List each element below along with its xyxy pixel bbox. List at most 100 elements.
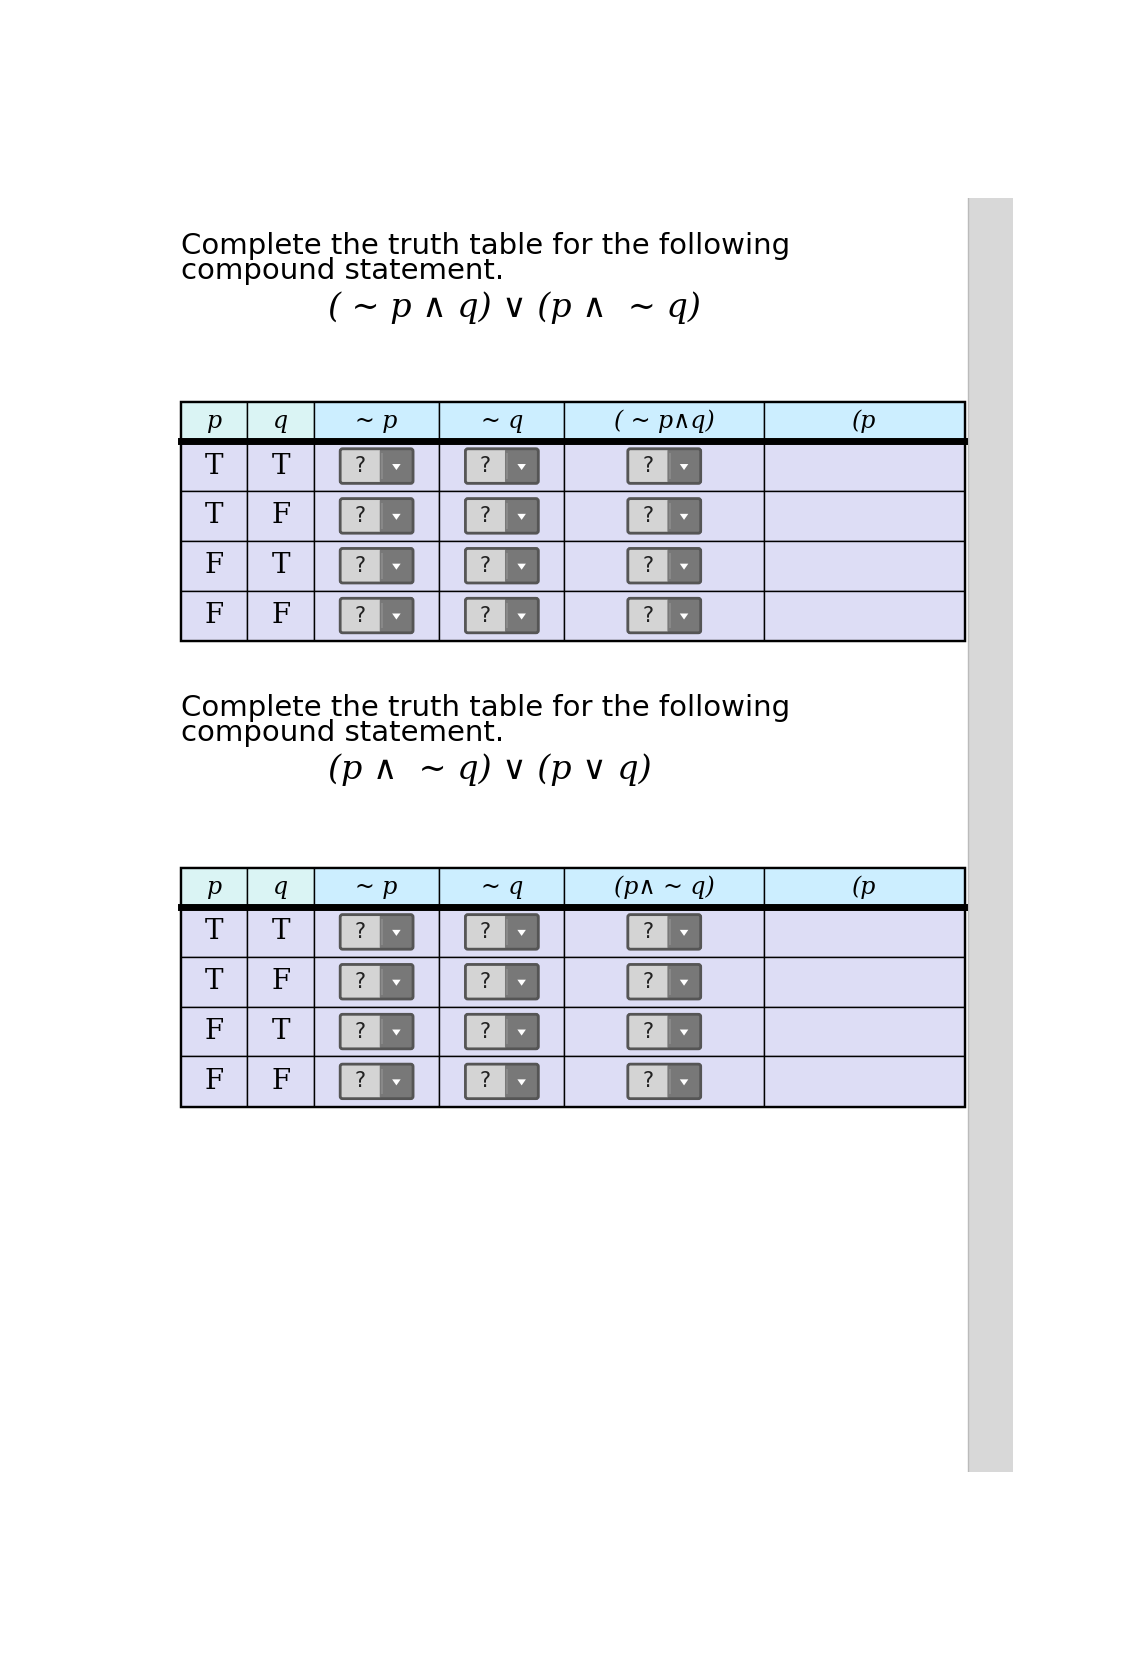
Bar <box>382 969 385 994</box>
Polygon shape <box>518 979 525 986</box>
Bar <box>507 552 510 579</box>
Polygon shape <box>393 564 400 569</box>
Text: T: T <box>205 918 224 946</box>
Bar <box>507 604 510 629</box>
Bar <box>565 541 764 590</box>
FancyBboxPatch shape <box>340 599 413 633</box>
Bar <box>439 442 565 491</box>
FancyBboxPatch shape <box>667 964 701 999</box>
FancyBboxPatch shape <box>380 448 413 483</box>
Text: T: T <box>271 1019 290 1045</box>
Bar <box>181 1057 248 1107</box>
Bar <box>667 453 672 478</box>
Bar <box>181 868 248 906</box>
Polygon shape <box>518 465 525 470</box>
Bar <box>669 969 672 994</box>
Text: T: T <box>205 968 224 996</box>
Bar <box>248 956 314 1007</box>
Polygon shape <box>393 1029 400 1035</box>
Text: F: F <box>205 1068 224 1095</box>
FancyBboxPatch shape <box>505 599 538 633</box>
FancyBboxPatch shape <box>380 599 413 633</box>
Bar <box>314 491 439 541</box>
Bar <box>505 552 510 579</box>
Bar <box>439 590 565 640</box>
Text: ~ q: ~ q <box>480 410 523 433</box>
FancyBboxPatch shape <box>628 915 701 949</box>
FancyBboxPatch shape <box>628 448 701 483</box>
Bar <box>248 541 314 590</box>
Text: p: p <box>207 877 222 898</box>
Bar <box>667 920 672 944</box>
Text: (p∧ ~ q): (p∧ ~ q) <box>614 875 714 900</box>
Text: F: F <box>271 1068 290 1095</box>
FancyBboxPatch shape <box>340 915 385 949</box>
FancyBboxPatch shape <box>340 498 413 533</box>
Polygon shape <box>518 1029 525 1035</box>
FancyBboxPatch shape <box>505 448 538 483</box>
Bar <box>507 503 510 529</box>
Bar <box>181 956 248 1007</box>
Bar <box>248 868 314 906</box>
FancyBboxPatch shape <box>466 498 510 533</box>
FancyBboxPatch shape <box>505 1064 538 1098</box>
FancyBboxPatch shape <box>667 1064 701 1098</box>
Text: q: q <box>273 410 288 433</box>
Polygon shape <box>680 465 688 470</box>
Text: F: F <box>271 602 290 629</box>
FancyBboxPatch shape <box>380 1064 413 1098</box>
Text: ?: ? <box>480 457 492 476</box>
Polygon shape <box>518 1080 525 1085</box>
Bar <box>248 442 314 491</box>
FancyBboxPatch shape <box>466 448 510 483</box>
Text: ?: ? <box>480 921 492 941</box>
Text: ?: ? <box>354 605 366 625</box>
Text: T: T <box>271 552 290 579</box>
Text: ?: ? <box>354 556 366 576</box>
Text: F: F <box>205 552 224 579</box>
FancyBboxPatch shape <box>466 498 538 533</box>
FancyBboxPatch shape <box>628 599 701 633</box>
FancyBboxPatch shape <box>380 1014 413 1049</box>
Bar <box>667 604 672 629</box>
Bar <box>669 552 672 579</box>
Bar <box>507 453 510 478</box>
FancyBboxPatch shape <box>466 964 538 999</box>
Bar <box>667 503 672 529</box>
FancyBboxPatch shape <box>505 1014 538 1049</box>
FancyBboxPatch shape <box>667 498 701 533</box>
FancyBboxPatch shape <box>466 1064 510 1098</box>
Bar <box>439 1007 565 1057</box>
FancyBboxPatch shape <box>340 964 413 999</box>
Text: ( ~ p∧q): ( ~ p∧q) <box>614 410 714 433</box>
Bar <box>181 402 964 640</box>
Bar <box>764 1057 964 1107</box>
Bar <box>181 590 248 640</box>
Bar <box>565 491 764 541</box>
Bar <box>764 868 964 906</box>
Bar <box>380 604 385 629</box>
FancyBboxPatch shape <box>466 1064 538 1098</box>
Bar <box>181 1007 248 1057</box>
Text: q: q <box>273 877 288 898</box>
FancyBboxPatch shape <box>380 964 413 999</box>
FancyBboxPatch shape <box>667 1014 701 1049</box>
Polygon shape <box>518 614 525 620</box>
Bar <box>439 491 565 541</box>
Bar <box>439 906 565 956</box>
Text: ?: ? <box>480 973 492 992</box>
Text: F: F <box>271 968 290 996</box>
Bar <box>380 1019 385 1044</box>
Bar <box>248 906 314 956</box>
FancyBboxPatch shape <box>466 599 510 633</box>
Text: (p ∧  ∼ q) ∨ (p ∨ q): (p ∧ ∼ q) ∨ (p ∨ q) <box>328 753 651 786</box>
Text: Complete the truth table for the following: Complete the truth table for the followi… <box>181 232 790 260</box>
Polygon shape <box>393 614 400 620</box>
Bar <box>505 1019 510 1044</box>
Text: ?: ? <box>642 556 654 576</box>
FancyBboxPatch shape <box>466 1014 538 1049</box>
Polygon shape <box>518 564 525 569</box>
Bar <box>669 604 672 629</box>
Bar <box>439 1057 565 1107</box>
Bar <box>764 906 964 956</box>
